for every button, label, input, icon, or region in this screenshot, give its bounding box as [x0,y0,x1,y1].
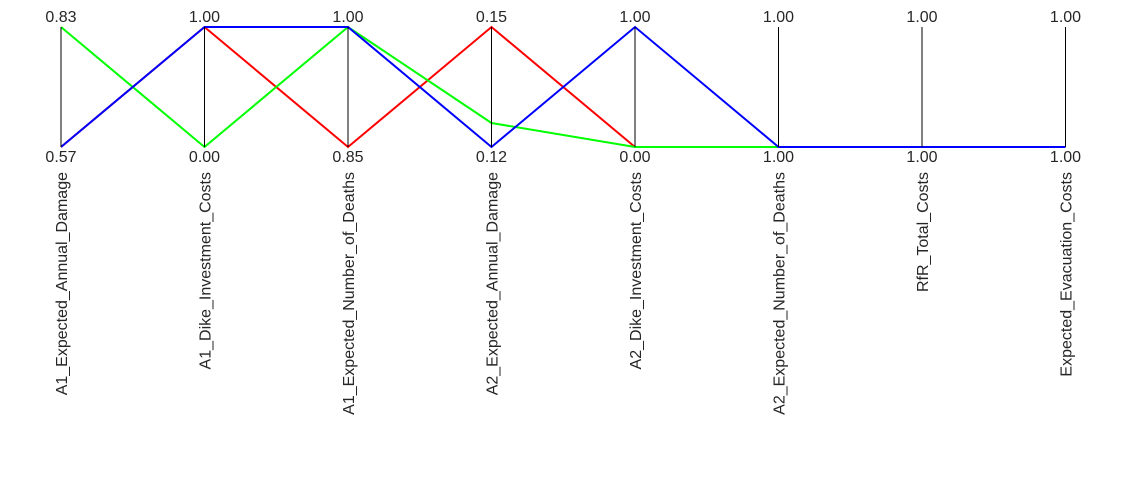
axis-max-label: 1.00 [906,9,937,26]
axis-max-label: 1.00 [189,9,220,26]
axis-min-label: 0.12 [476,149,507,166]
axis-name-label: RfR_Total_Costs [915,172,932,292]
axis-name-label: A2_Expected_Annual_Damage [485,172,502,395]
axis-max-label: 0.15 [476,9,507,26]
series-lines [60,25,1066,149]
axis-name-label: A1_Dike_Investment_Costs [198,172,215,369]
series-line [60,25,1066,149]
axis-min-label: 1.00 [763,149,794,166]
axis-name-label: A2_Dike_Investment_Costs [628,172,645,369]
axis-min-label: 1.00 [906,149,937,166]
axis-name-label: A1_Expected_Annual_Damage [54,172,71,395]
axis-max-label: 1.00 [619,9,650,26]
axis-name-label: A1_Expected_Number_of_Deaths [341,172,358,415]
axis-max-label: 1.00 [332,9,363,26]
axis-min-label: 1.00 [1050,149,1081,166]
axis-name-label: A2_Expected_Number_of_Deaths [772,172,789,415]
axes: 0.83 0.57 A1_Expected_Annual_Damage 1.00 0.0… [45,9,1081,415]
axis-max-label: 1.00 [763,9,794,26]
axis-max-label: 0.83 [45,9,76,26]
axis-max-label: 1.00 [1050,9,1081,26]
axis-min-label: 0.85 [332,149,363,166]
axis-min-label: 0.57 [45,149,76,166]
axis-min-label: 0.00 [189,149,220,166]
axis-min-label: 0.00 [619,149,650,166]
axis-name-label: Expected_Evacuation_Costs [1059,172,1076,377]
